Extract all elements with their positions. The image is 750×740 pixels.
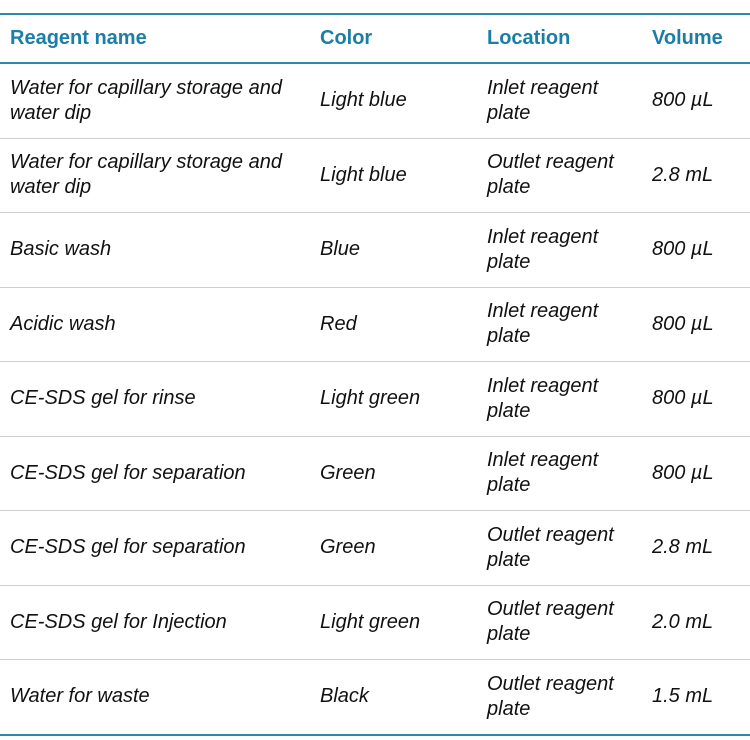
column-header: Color (310, 13, 477, 64)
table-row: Water for waste Black Outlet reagent plate… (0, 659, 750, 736)
table-cell: Acidic wash (0, 287, 310, 362)
table-cell: Water for capillary storage and water di… (0, 138, 310, 213)
column-header: Location (477, 13, 642, 64)
table-row: Water for capillary storage and water di… (0, 63, 750, 139)
table-cell: Light green (310, 361, 477, 437)
table-cell: Water for waste (0, 659, 310, 736)
table-cell: 800 µL (642, 63, 750, 139)
table-cell: Outlet reagent plate (477, 585, 642, 660)
table-cell: Green (310, 510, 477, 586)
table-cell: CE-SDS gel for rinse (0, 361, 310, 437)
table-cell: Light blue (310, 63, 477, 139)
table-cell: Light green (310, 585, 477, 660)
table-cell: Black (310, 659, 477, 736)
table-cell: CE-SDS gel for Injection (0, 585, 310, 660)
table-row: CE-SDS gel for separation Green Outlet rea… (0, 510, 750, 586)
table-row: Basic wash Blue Inlet reagent plate 800 µL (0, 212, 750, 288)
table-container: Reagent name Color Location Volume Water fo… (0, 13, 750, 736)
table-cell: Inlet reagent plate (477, 63, 642, 139)
table-row: Acidic wash Red Inlet reagent plate 800 µL (0, 287, 750, 362)
table-row: CE-SDS gel for Injection Light green Outle… (0, 585, 750, 660)
table-header: Reagent name Color Location Volume (0, 13, 750, 64)
table-cell: 1.5 mL (642, 659, 750, 736)
table-cell: 800 µL (642, 436, 750, 511)
table-cell: Green (310, 436, 477, 511)
table-cell: CE-SDS gel for separation (0, 436, 310, 511)
table-cell: Outlet reagent plate (477, 138, 642, 213)
table-cell: Basic wash (0, 212, 310, 288)
table-cell: 800 µL (642, 287, 750, 362)
table-cell: Light blue (310, 138, 477, 213)
table-cell: Red (310, 287, 477, 362)
table-row: CE-SDS gel for rinse Light green Inlet rea… (0, 361, 750, 437)
header-row: Reagent name Color Location Volume (0, 13, 750, 64)
table-cell: Inlet reagent plate (477, 436, 642, 511)
column-header: Volume (642, 13, 750, 64)
reagent-table: Reagent name Color Location Volume Water fo… (0, 13, 750, 736)
table-cell: Outlet reagent plate (477, 659, 642, 736)
table-cell: Water for capillary storage and water di… (0, 63, 310, 139)
table-row: Water for capillary storage and water di… (0, 138, 750, 213)
table-cell: Blue (310, 212, 477, 288)
table-cell: 2.8 mL (642, 138, 750, 213)
table-cell: 800 µL (642, 361, 750, 437)
table-cell: Outlet reagent plate (477, 510, 642, 586)
table-body: Water for capillary storage and water di… (0, 63, 750, 736)
table-cell: 2.0 mL (642, 585, 750, 660)
table-row: CE-SDS gel for separation Green Inlet reag… (0, 436, 750, 511)
table-cell: 2.8 mL (642, 510, 750, 586)
table-cell: Inlet reagent plate (477, 361, 642, 437)
column-header: Reagent name (0, 13, 310, 64)
table-cell: Inlet reagent plate (477, 287, 642, 362)
table-cell: 800 µL (642, 212, 750, 288)
table-cell: Inlet reagent plate (477, 212, 642, 288)
table-cell: CE-SDS gel for separation (0, 510, 310, 586)
